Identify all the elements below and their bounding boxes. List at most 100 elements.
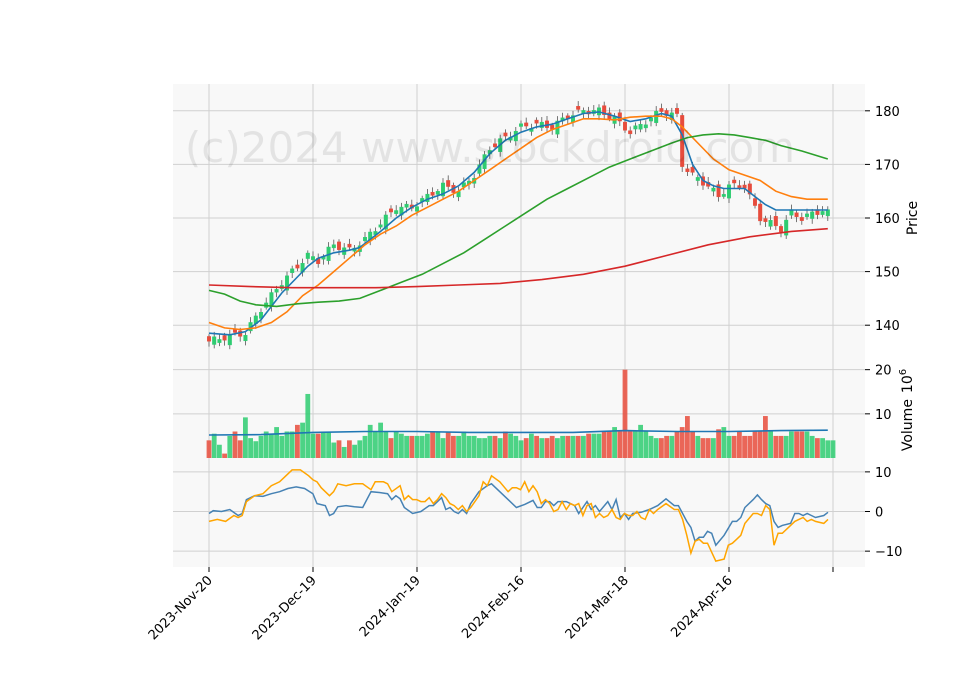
volume-bar (705, 438, 711, 458)
candle-body (290, 268, 295, 274)
volume-bar (794, 431, 799, 458)
candle-up (784, 215, 789, 239)
candle-down (799, 212, 804, 225)
candle-body (633, 125, 638, 130)
candle-up (820, 206, 825, 218)
candle-up (331, 239, 336, 252)
candle-body (758, 203, 763, 222)
volume-bar (419, 435, 425, 458)
y-tick-label: −10 (875, 545, 902, 560)
candle-up (212, 331, 217, 349)
volume-bar (487, 435, 493, 458)
candle-down (773, 211, 778, 230)
candle-body (331, 244, 336, 249)
volume-bar (508, 433, 513, 458)
volume-bar (544, 438, 550, 458)
volume-bar (295, 424, 300, 458)
candle-body (753, 198, 758, 206)
volume-bar (425, 433, 430, 458)
candle-body (685, 168, 690, 172)
volume-bar (321, 431, 326, 458)
volume-bar (773, 435, 779, 458)
candle-body (363, 237, 368, 242)
candle-body (690, 166, 695, 173)
indicator-line (208, 469, 829, 562)
candle-body (285, 275, 290, 291)
candle-up (768, 215, 773, 230)
candle-down (732, 176, 737, 189)
volume-bar (347, 440, 352, 458)
volume-bar (601, 431, 607, 458)
y-tick-label: 20 (875, 364, 892, 379)
volume-bar (575, 435, 581, 458)
volume-bar (217, 444, 222, 458)
volume-bar (586, 433, 591, 458)
volume-bar (497, 438, 503, 458)
volume-bar (518, 440, 524, 458)
volume-bar (679, 427, 685, 458)
volume-bar (440, 438, 446, 458)
volume-bar (357, 440, 363, 458)
candle-down (389, 205, 394, 218)
candle-down (758, 199, 763, 226)
candle-down (779, 224, 784, 238)
candle-body (695, 177, 700, 181)
candle-body (623, 121, 628, 131)
candle-down (794, 210, 799, 223)
candle-down (675, 103, 680, 118)
candle-body (389, 208, 394, 213)
volume-bar (815, 438, 820, 458)
volume-bar (284, 431, 290, 458)
volume-bar (409, 435, 415, 458)
volume-bar (352, 444, 357, 458)
volume-bar (669, 435, 675, 458)
volume-bar (737, 431, 742, 458)
volume-bar (763, 416, 768, 458)
volume-bar (659, 438, 664, 458)
candle-up (285, 271, 290, 295)
volume-bar (300, 422, 305, 458)
candle-up (441, 178, 446, 200)
volume-bar (581, 435, 586, 458)
volume-bar (253, 441, 259, 458)
candle-body (311, 256, 316, 260)
volume-bar (700, 438, 706, 458)
volume-bar (820, 438, 825, 458)
volume-bar (830, 440, 836, 458)
candle-body (347, 243, 352, 248)
candle-down (602, 101, 607, 120)
volume-bar (378, 422, 383, 458)
volume-bar (331, 442, 337, 458)
panel-background (173, 458, 865, 567)
volume-bar (638, 424, 643, 458)
volume-bar (789, 431, 794, 458)
candle-up (810, 208, 815, 224)
volume-bar (471, 435, 477, 458)
candle-up (633, 122, 638, 135)
volume-bar (430, 431, 435, 458)
candle-body (779, 226, 784, 233)
y-tick-label: 10 (875, 466, 892, 481)
volume-bar (690, 431, 695, 458)
candle-down (503, 129, 508, 142)
candle-body (534, 119, 539, 124)
volume-bar (274, 427, 279, 458)
volume-bar (653, 438, 659, 458)
volume-bar (388, 438, 394, 458)
volume-bar (222, 453, 227, 458)
moving-average-line (208, 111, 828, 336)
volume-bar (326, 431, 331, 458)
candle-up (638, 118, 643, 133)
volume-bar (513, 435, 519, 458)
volume-bar (456, 435, 461, 458)
volume-bar (362, 435, 368, 458)
volume-bar (549, 435, 555, 458)
volume-bar (492, 435, 498, 458)
volume-bar (445, 431, 451, 458)
candle-up (305, 250, 310, 264)
volume-bar (466, 435, 472, 458)
candle-body (519, 123, 524, 127)
candle-body (638, 124, 643, 130)
candle-up (435, 189, 440, 200)
